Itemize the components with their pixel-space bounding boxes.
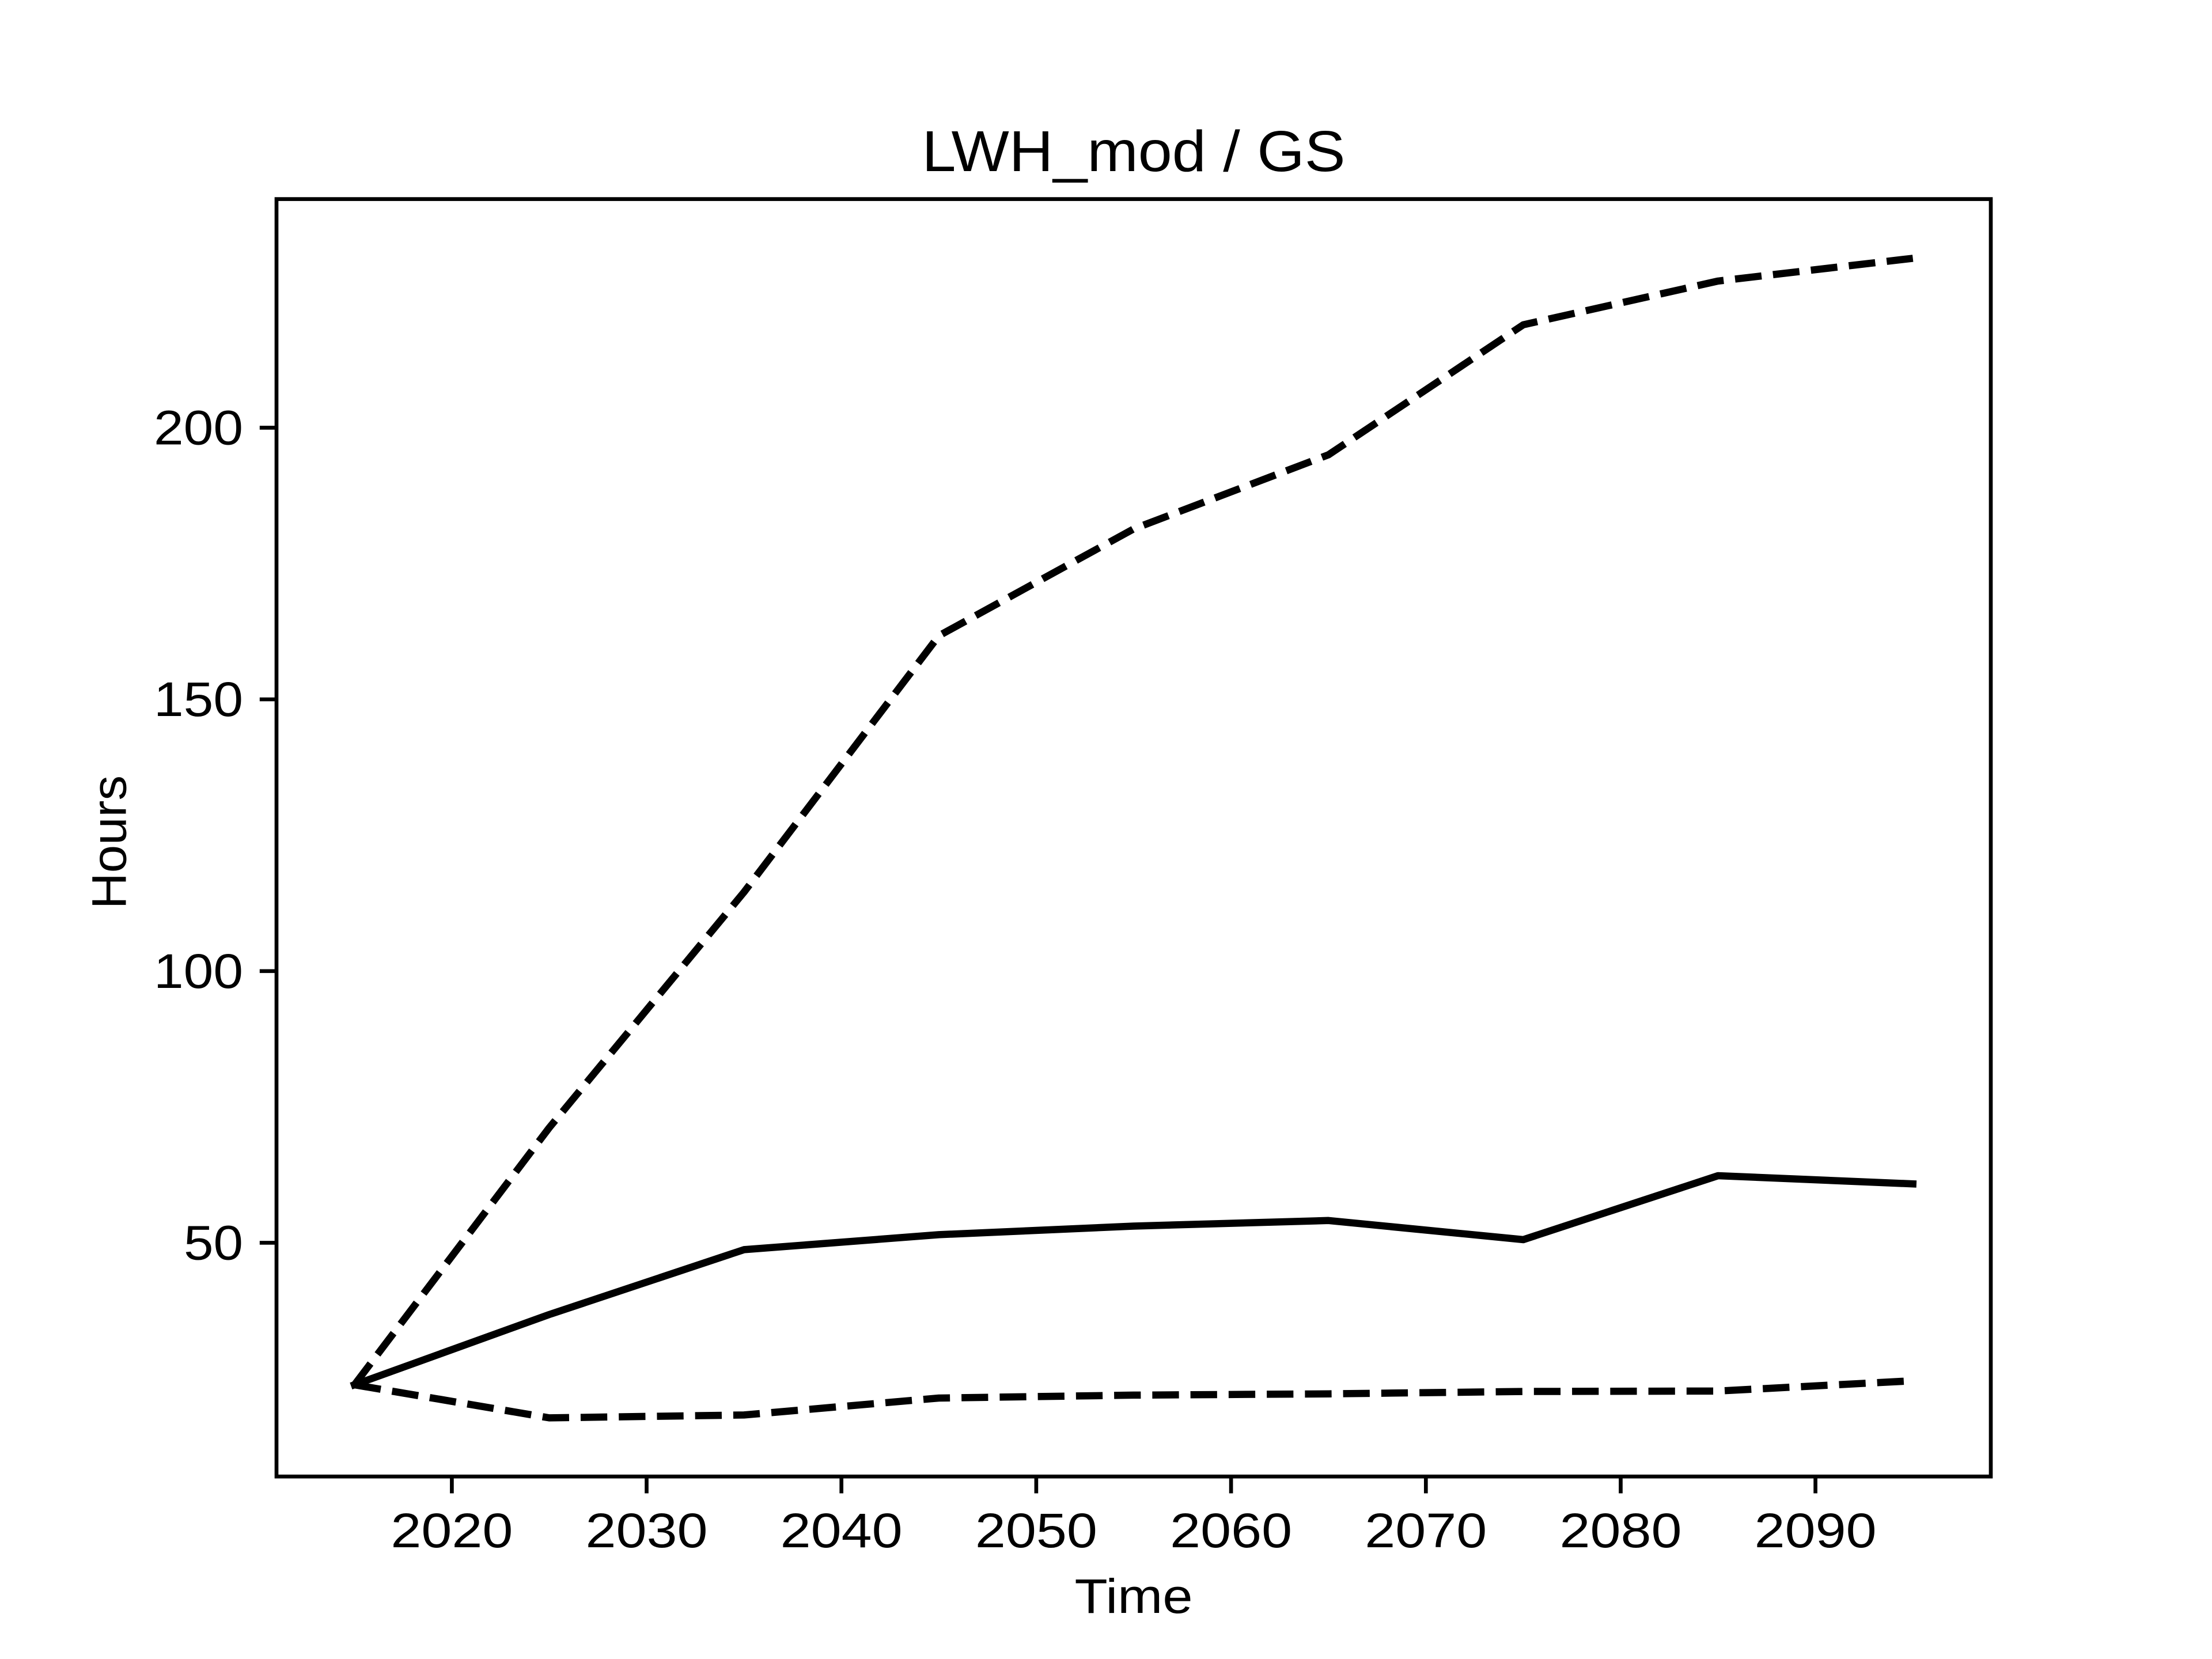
svg-text:50: 50 [184,1216,243,1270]
svg-text:LWH_mod / GS: LWH_mod / GS [922,119,1346,184]
svg-text:2020: 2020 [391,1503,513,1558]
svg-text:2040: 2040 [781,1503,903,1558]
svg-text:2080: 2080 [1560,1503,1682,1558]
svg-text:150: 150 [154,672,243,726]
svg-text:200: 200 [154,401,243,455]
svg-text:2070: 2070 [1365,1503,1487,1558]
svg-text:2050: 2050 [975,1503,1097,1558]
svg-text:Hours: Hours [82,775,137,909]
svg-text:2060: 2060 [1170,1503,1292,1558]
svg-text:Time: Time [1075,1569,1193,1623]
svg-text:2030: 2030 [586,1503,708,1558]
svg-text:2090: 2090 [1755,1503,1877,1558]
svg-text:100: 100 [154,944,243,998]
